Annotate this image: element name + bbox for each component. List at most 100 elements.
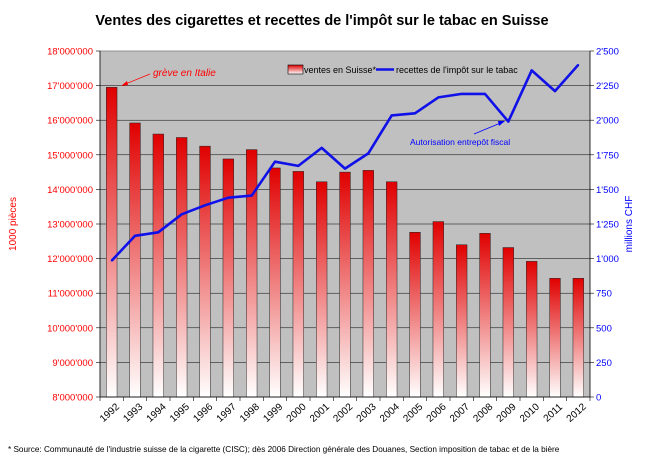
left-tick-label: 15'000'000 [47, 150, 93, 161]
chart-title: Ventes des cigarettes et recettes de l'i… [95, 13, 548, 29]
x-tick-label: 2003 [355, 401, 379, 424]
footnote: * Source: Communauté de l'industrie suis… [8, 445, 560, 454]
revenue-point [110, 259, 113, 262]
x-tick-label: 2000 [285, 401, 309, 424]
revenue-point [577, 63, 580, 66]
right-tick-label: 250 [596, 358, 612, 369]
x-tick-label: 1998 [238, 401, 262, 424]
left-tick-label: 8'000'000 [52, 393, 93, 404]
revenue-point [297, 164, 300, 167]
right-tick-label: 2'000 [596, 116, 619, 127]
left-tick-label: 14'000'000 [47, 185, 93, 196]
right-tick-label: 1'750 [596, 150, 619, 161]
right-axis: 0 250 500 750 1'000 1'250 1'500 1'750 2'000 2'250… [589, 47, 619, 404]
revenue-point [227, 196, 230, 199]
bar [269, 167, 281, 398]
x-tick-label: 2008 [471, 401, 495, 424]
legend-line-label: recettes de l'impôt sur le tabac [396, 65, 518, 75]
revenue-line [110, 63, 580, 262]
left-tick-label: 16'000'000 [47, 116, 93, 127]
bar [152, 133, 164, 398]
x-tick-label: 1994 [145, 401, 169, 424]
left-tick-label: 12'000'000 [47, 254, 93, 265]
right-tick-label: 1'000 [596, 254, 619, 265]
right-tick-label: 500 [596, 323, 612, 334]
bar [362, 170, 374, 398]
x-tick-label: 2004 [378, 401, 402, 424]
x-tick-label: 2011 [542, 402, 566, 425]
left-axis: 8'000'000 9'000'000 10'000'000 11'000'000 12… [47, 47, 101, 404]
revenue-point [507, 120, 510, 123]
x-tick-label: 2006 [425, 401, 449, 424]
x-tick-label: 2009 [495, 401, 519, 424]
bar [526, 261, 538, 398]
annotation-strike: grève en Italie [121, 68, 216, 86]
bar [549, 278, 561, 398]
right-tick-label: 750 [596, 289, 612, 300]
bar [502, 247, 514, 398]
right-tick-label: 0 [596, 393, 601, 404]
left-tick-label: 11'000'000 [48, 289, 93, 300]
bars [106, 87, 584, 398]
x-tick-label: 1992 [98, 401, 122, 424]
bar [176, 137, 188, 398]
bar [316, 181, 328, 398]
revenue-point [530, 69, 533, 72]
left-tick-label: 13'000'000 [47, 220, 93, 231]
revenue-point [460, 93, 463, 95]
left-tick-label: 18'000'000 [47, 47, 93, 58]
revenue-point [414, 112, 416, 115]
annotation-strike-label: grève en Italie [153, 68, 216, 79]
x-tick-label: 1993 [121, 401, 145, 424]
x-tick-label: 1996 [191, 401, 215, 424]
revenue-point [274, 160, 276, 163]
bar [386, 181, 398, 398]
revenue-point [367, 152, 370, 155]
legend: ventes en Suisse* recettes de l'impôt su… [287, 64, 518, 75]
x-tick-label: 2012 [565, 401, 589, 424]
bar [129, 122, 141, 398]
right-tick-label: 2'500 [596, 47, 619, 58]
x-tick-label: 2005 [401, 401, 425, 424]
bar [246, 149, 258, 398]
bar [572, 278, 584, 398]
right-tick-label: 1'500 [596, 185, 619, 196]
revenue-point [180, 213, 183, 216]
revenue-point [157, 231, 160, 234]
revenue-point [437, 96, 440, 99]
bar [106, 87, 118, 398]
left-tick-label: 17'000'000 [47, 81, 93, 92]
x-tick-label: 2001 [308, 401, 332, 424]
bar [222, 158, 234, 398]
x-tick-label: 1997 [215, 401, 239, 424]
x-tick-label: 2002 [331, 401, 355, 424]
left-tick-label: 10'000'000 [47, 323, 93, 334]
bar [432, 221, 444, 398]
right-axis-title: millions CHF [624, 196, 635, 253]
annotation-warehouse-arrowhead [498, 121, 505, 126]
bar [456, 244, 468, 398]
revenue-point [554, 90, 556, 93]
legend-bar-swatch [287, 64, 304, 75]
x-tick-label: 2010 [518, 401, 542, 424]
bar [292, 171, 304, 398]
revenue-point [344, 167, 346, 170]
right-tick-label: 1'250 [596, 220, 619, 231]
revenue-point [320, 146, 323, 149]
annotation-warehouse: Autorisation entrepôt fiscal [410, 121, 510, 147]
x-tick-label: 2007 [448, 401, 472, 424]
legend-bar-label: ventes en Suisse* [304, 65, 377, 75]
revenue-point [250, 194, 253, 197]
x-tick-label: 1995 [168, 401, 192, 424]
annotation-strike-arrowhead [121, 81, 128, 86]
revenue-point [390, 114, 393, 117]
revenue-point [134, 234, 136, 237]
bar [479, 233, 491, 398]
left-axis-title: 1000 pièces [8, 197, 19, 251]
annotation-warehouse-label: Autorisation entrepôt fiscal [410, 137, 510, 147]
left-tick-label: 9'000'000 [52, 358, 93, 369]
bar [409, 232, 421, 398]
x-axis: 1992 1993 1994 1995 1996 1997 1998 1999 2000 2001… [98, 396, 591, 425]
revenue-point [204, 204, 206, 207]
